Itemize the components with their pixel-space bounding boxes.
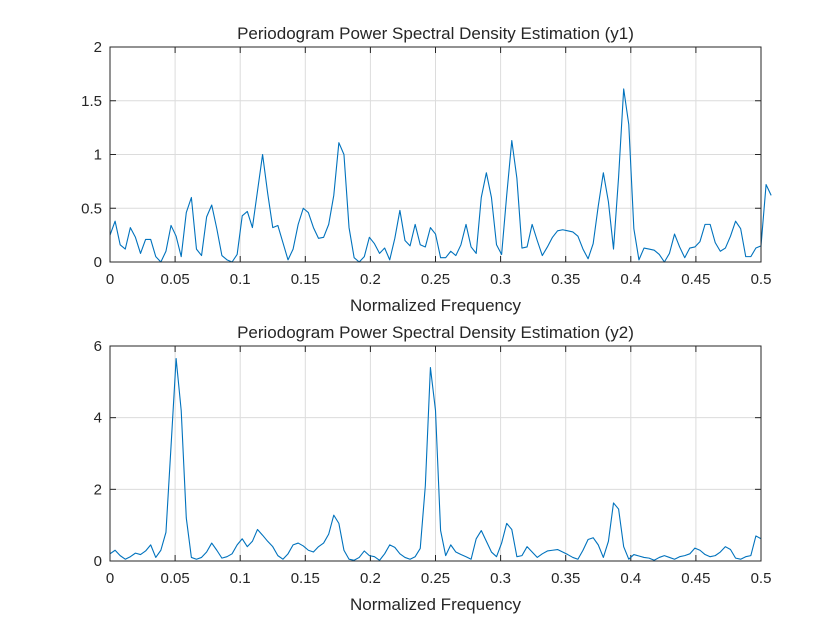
y-tick-label: 6 bbox=[94, 338, 102, 355]
plot-1: 0 0.05 0.1 0.15 0.2 0.25 0.3 0.35 0.4 0.45 0.5 0 0.5… bbox=[81, 24, 772, 315]
x-tick-label: 0.35 bbox=[551, 570, 580, 587]
x-tick-label: 0.35 bbox=[551, 271, 580, 288]
y-tick-label: 2 bbox=[94, 481, 102, 498]
x-axis-label: Normalized Frequency bbox=[350, 296, 522, 315]
axes-frame bbox=[109, 46, 762, 263]
y-tick-label: 0.5 bbox=[81, 200, 102, 217]
plot-2: 0 0.05 0.1 0.15 0.2 0.25 0.3 0.35 0.4 0.45 0.5 0 2 4 6… bbox=[94, 323, 772, 614]
x-tick-label: 0.15 bbox=[291, 570, 320, 587]
x-tick-label: 0.5 bbox=[751, 271, 772, 288]
x-tick-label: 0.1 bbox=[230, 271, 251, 288]
x-tick-label: 0.5 bbox=[751, 570, 772, 587]
x-tick-label: 0.2 bbox=[360, 570, 381, 587]
x-tick-label: 0 bbox=[106, 271, 114, 288]
x-tick-label: 0.4 bbox=[620, 570, 641, 587]
x-tick-label: 0.3 bbox=[490, 570, 511, 587]
x-tick-label: 0.05 bbox=[160, 570, 189, 587]
y-tick-label: 1 bbox=[94, 147, 102, 164]
x-axis-label: Normalized Frequency bbox=[350, 595, 522, 614]
x-tick-label: 0.25 bbox=[421, 271, 450, 288]
x-tick-label: 0.4 bbox=[620, 271, 641, 288]
x-tick-label: 0.1 bbox=[230, 570, 251, 587]
x-tick-label: 0.3 bbox=[490, 271, 511, 288]
y-tick-label: 0 bbox=[94, 553, 102, 570]
psd-series-line bbox=[109, 357, 762, 561]
x-tick-label: 0.2 bbox=[360, 271, 381, 288]
x-tick-label: 0.25 bbox=[421, 570, 450, 587]
chart-title: Periodogram Power Spectral Density Estim… bbox=[237, 24, 634, 43]
y-tick-label: 4 bbox=[94, 410, 102, 427]
x-tick-label: 0.45 bbox=[681, 271, 710, 288]
y-tick-label: 0 bbox=[94, 254, 102, 271]
x-tick-label: 0.05 bbox=[160, 271, 189, 288]
x-tick-label: 0.45 bbox=[681, 570, 710, 587]
x-tick-label: 0.15 bbox=[291, 271, 320, 288]
axes-frame bbox=[109, 345, 762, 562]
x-tick-label: 0 bbox=[106, 570, 114, 587]
y-tick-label: 2 bbox=[94, 39, 102, 56]
psd-series-line bbox=[109, 88, 772, 263]
y-tick-label: 1.5 bbox=[81, 93, 102, 110]
chart-title: Periodogram Power Spectral Density Estim… bbox=[237, 323, 634, 342]
